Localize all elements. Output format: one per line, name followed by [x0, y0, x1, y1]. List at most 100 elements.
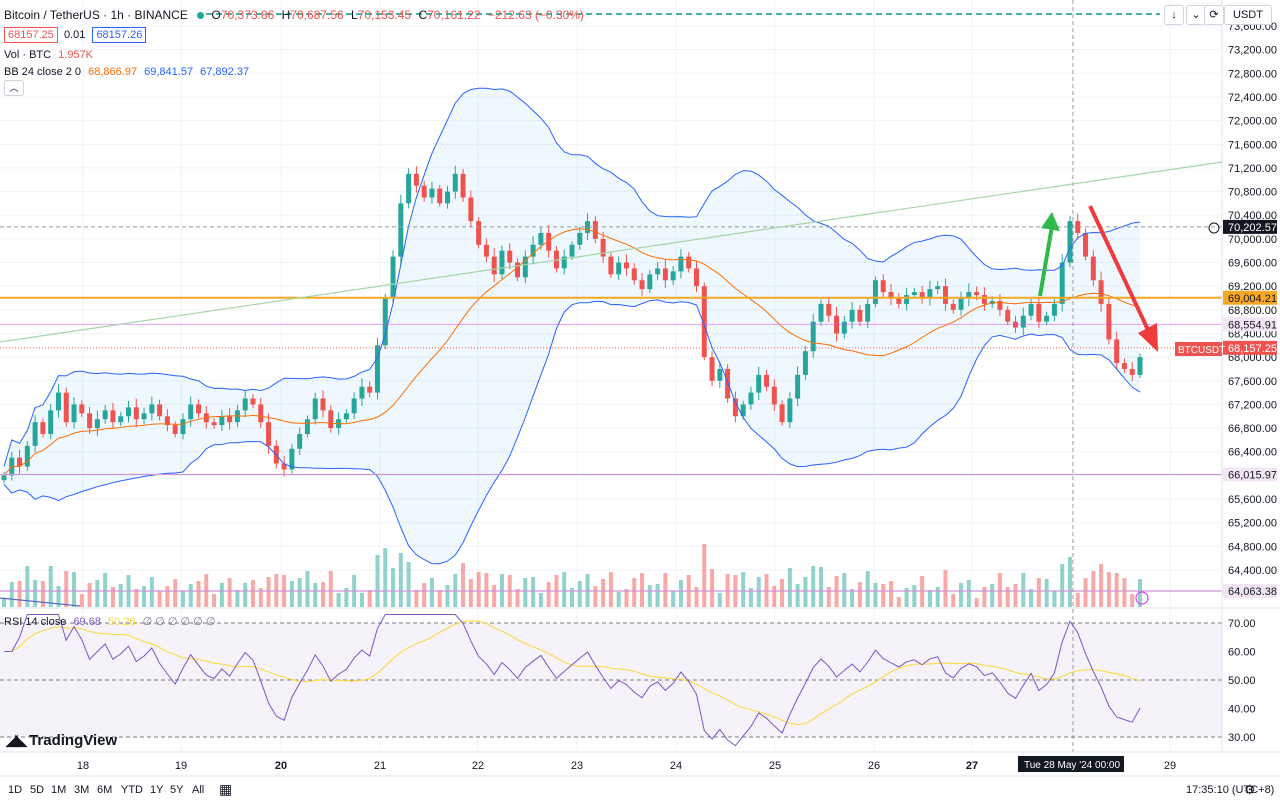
candle-body — [1028, 303, 1034, 316]
rsi-tick-label: 60.00 — [1228, 647, 1256, 659]
volume-bar — [1138, 579, 1142, 607]
volume-bar — [756, 577, 761, 607]
range-1m[interactable]: 1M — [51, 784, 67, 796]
calendar-icon[interactable]: ▦ — [219, 781, 233, 797]
scale-button[interactable]: ⌄ — [1186, 5, 1206, 25]
range-all[interactable]: All — [192, 784, 205, 796]
candle-body — [1137, 357, 1143, 375]
orange-level-tag: 69,004.21 — [1228, 293, 1277, 305]
rsi-legend[interactable]: RSI 14 close 69.68 50.26 ∅ ∅ ∅ ∅ ∅ ∅ — [4, 615, 215, 628]
currency-button[interactable]: USDT — [1224, 5, 1272, 25]
candle-body — [180, 419, 186, 434]
crosshair-time-label: Tue 28 May '24 00:00 — [1024, 760, 1120, 771]
volume-bar — [966, 580, 971, 607]
symbol-title[interactable]: Bitcoin / TetherUS · 1h · BINANCE — [4, 8, 188, 22]
candle-body — [281, 463, 287, 470]
time-tick-label: 20 — [275, 760, 287, 772]
candle-body — [63, 392, 69, 423]
volume-bar — [95, 580, 100, 607]
volume-bar — [818, 567, 823, 607]
candle-body — [802, 351, 808, 375]
volume-bar — [56, 586, 61, 607]
range-6m[interactable]: 6M — [97, 784, 113, 796]
volume-label: Vol · BTC — [4, 49, 52, 61]
range-ytd[interactable]: YTD — [121, 784, 143, 796]
logo-text: TradingView — [29, 732, 118, 749]
candle-body — [538, 232, 544, 245]
buy-button[interactable]: 68157.26 — [92, 27, 147, 43]
price-tick-label: 64,800.00 — [1228, 541, 1277, 553]
trend-line-small — [0, 597, 81, 607]
price-tick-label: 64,400.00 — [1228, 565, 1277, 577]
bb-label: BB 24 close 2 0 — [4, 66, 82, 78]
settings-gear-icon[interactable]: ⚙ — [1244, 782, 1256, 797]
time-tick-label: 29 — [1164, 760, 1176, 772]
volume-bar — [671, 591, 676, 607]
candle-body — [631, 268, 637, 281]
scroll-down-button[interactable]: ↓ — [1164, 5, 1184, 25]
volume-bar — [1029, 589, 1034, 607]
candle-body — [499, 250, 505, 275]
pink-level-tag-bg — [1223, 317, 1277, 332]
range-5d[interactable]: 5D — [30, 784, 45, 796]
volume-bar — [678, 580, 683, 607]
time-tick-label: 19 — [175, 760, 187, 772]
candle-body — [118, 416, 124, 423]
ohlc-close: 70,161.22 — [427, 8, 481, 22]
range-1y[interactable]: 1Y — [150, 784, 164, 796]
price-tick-label: 70,800.00 — [1228, 187, 1277, 199]
range-5y[interactable]: 5Y — [170, 784, 184, 796]
volume-bar — [484, 573, 489, 607]
volume-legend[interactable]: Vol · BTC 1.957K — [4, 49, 93, 61]
reset-button[interactable]: ⟳ — [1204, 5, 1224, 25]
candle-body — [569, 244, 575, 257]
candle-body — [211, 422, 217, 426]
volume-bar — [803, 577, 808, 607]
volume-bar — [321, 582, 326, 607]
volume-bar — [461, 563, 466, 607]
range-1d[interactable]: 1D — [8, 784, 23, 796]
volume-bar — [1114, 573, 1119, 607]
candle-body — [919, 292, 925, 298]
candle-body — [904, 295, 910, 304]
volume-bar — [1036, 578, 1041, 607]
volume-bar — [601, 579, 606, 607]
candle-body — [110, 410, 116, 423]
volume-bar — [110, 587, 115, 607]
rsi-tick-label: 50.00 — [1228, 675, 1256, 687]
candle-body — [872, 280, 878, 304]
price-tick-label: 69,200.00 — [1228, 281, 1277, 293]
volume-bar — [943, 570, 948, 607]
candle-body — [670, 271, 676, 281]
last-price-tag-bg — [1223, 340, 1277, 355]
volume-bar — [1099, 564, 1104, 607]
candle-body — [188, 404, 194, 420]
candle-body — [452, 173, 458, 192]
bottom-level-tag-bg — [1223, 584, 1277, 598]
volume-bar — [33, 580, 38, 607]
sell-button[interactable]: 68157.25 — [4, 27, 58, 43]
candle-body — [530, 244, 536, 257]
rsi-tick-label: 40.00 — [1228, 704, 1256, 716]
candle-body — [725, 368, 731, 399]
volume-bar — [258, 588, 263, 607]
candle-body — [141, 413, 147, 420]
clock[interactable]: 17:35:10 (UTC+8) — [1186, 784, 1275, 796]
price-tick-label: 67,200.00 — [1228, 399, 1277, 411]
collapse-legend-button[interactable]: ︿ — [4, 80, 24, 96]
volume-bar — [17, 581, 22, 607]
candle-body — [888, 292, 894, 298]
candle-body — [79, 404, 85, 414]
range-3m[interactable]: 3M — [74, 784, 90, 796]
candle-body — [981, 295, 987, 304]
volume-bar — [780, 579, 785, 607]
candle-body — [242, 398, 248, 411]
candle-body — [577, 232, 583, 245]
candle-body — [585, 221, 591, 233]
chevron-down-icon: ⌄ — [1191, 9, 1201, 21]
add-alert-icon — [1208, 222, 1220, 234]
candle-body — [600, 238, 606, 257]
bb-legend[interactable]: BB 24 close 2 0 68,866.97 69,841.57 67,8… — [4, 66, 249, 78]
ohlc-high-label: H — [281, 8, 291, 22]
